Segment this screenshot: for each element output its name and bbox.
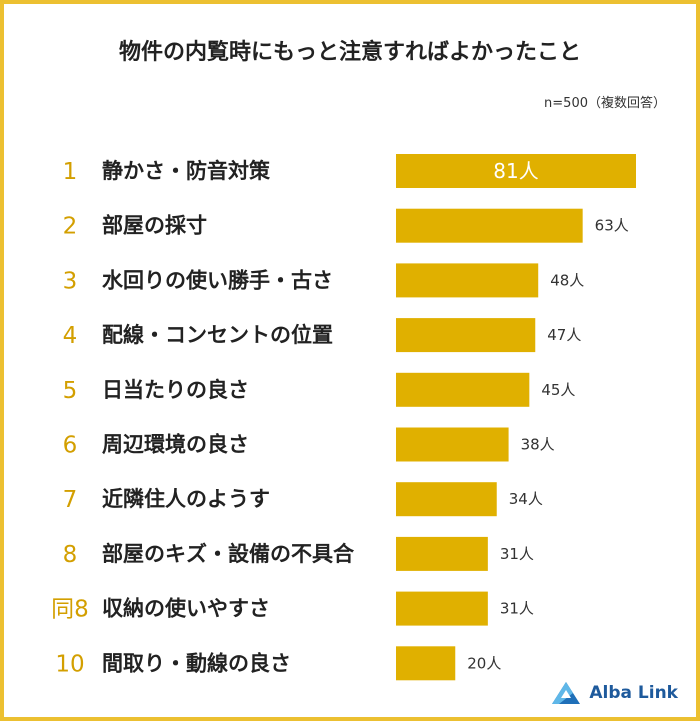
bar [396, 536, 488, 571]
category-label: 日当たりの良さ [102, 378, 249, 402]
data-label: 47人 [547, 326, 581, 344]
category-label: 部屋の採寸 [102, 214, 207, 238]
data-label: 63人 [595, 217, 629, 235]
rank-label: 4 [63, 323, 78, 349]
data-label: 81人 [493, 159, 538, 183]
rank-label: 同8 [51, 597, 89, 623]
category-label: 収納の使いやすさ [102, 597, 270, 621]
rank-label: 3 [63, 268, 78, 294]
bar [396, 154, 636, 188]
category-label: 間取り・動線の良さ [102, 651, 291, 675]
alba-link-logo-icon [552, 682, 581, 704]
rank-label: 7 [63, 487, 78, 513]
data-label: 31人 [500, 545, 534, 563]
category-label: 静かさ・防音対策 [102, 159, 271, 183]
category-label: 近隣住人のようす [102, 487, 270, 511]
data-label: 31人 [500, 600, 534, 618]
rank-label: 6 [63, 433, 78, 459]
bar [396, 372, 530, 407]
data-label: 38人 [521, 436, 555, 454]
data-label: 20人 [467, 654, 501, 672]
brand-logo: Alba Link [551, 681, 678, 705]
bar [396, 263, 539, 298]
rank-label: 1 [63, 159, 78, 185]
category-label: 部屋のキズ・設備の不具合 [102, 542, 355, 566]
chart-title: 物件の内覧時にもっと注意すればよかったこと [118, 40, 581, 65]
category-label: 周辺環境の良さ [102, 433, 249, 457]
data-label: 45人 [541, 381, 575, 399]
bar [396, 318, 536, 353]
bar [396, 646, 456, 681]
bar [396, 482, 497, 517]
rank-label: 5 [63, 378, 78, 404]
bar [396, 591, 488, 626]
rank-label: 2 [63, 214, 78, 240]
bar [396, 208, 583, 243]
data-label: 48人 [550, 271, 584, 289]
data-label: 34人 [509, 490, 543, 508]
category-label: 水回りの使い勝手・古さ [102, 268, 333, 292]
rank-label: 8 [63, 542, 78, 568]
rank-label: 10 [55, 651, 84, 677]
sample-size-note: n=500（複数回答） [544, 96, 666, 111]
category-label: 配線・コンセントの位置 [102, 323, 333, 347]
brand-name: Alba Link [589, 683, 678, 703]
bar [396, 427, 509, 462]
